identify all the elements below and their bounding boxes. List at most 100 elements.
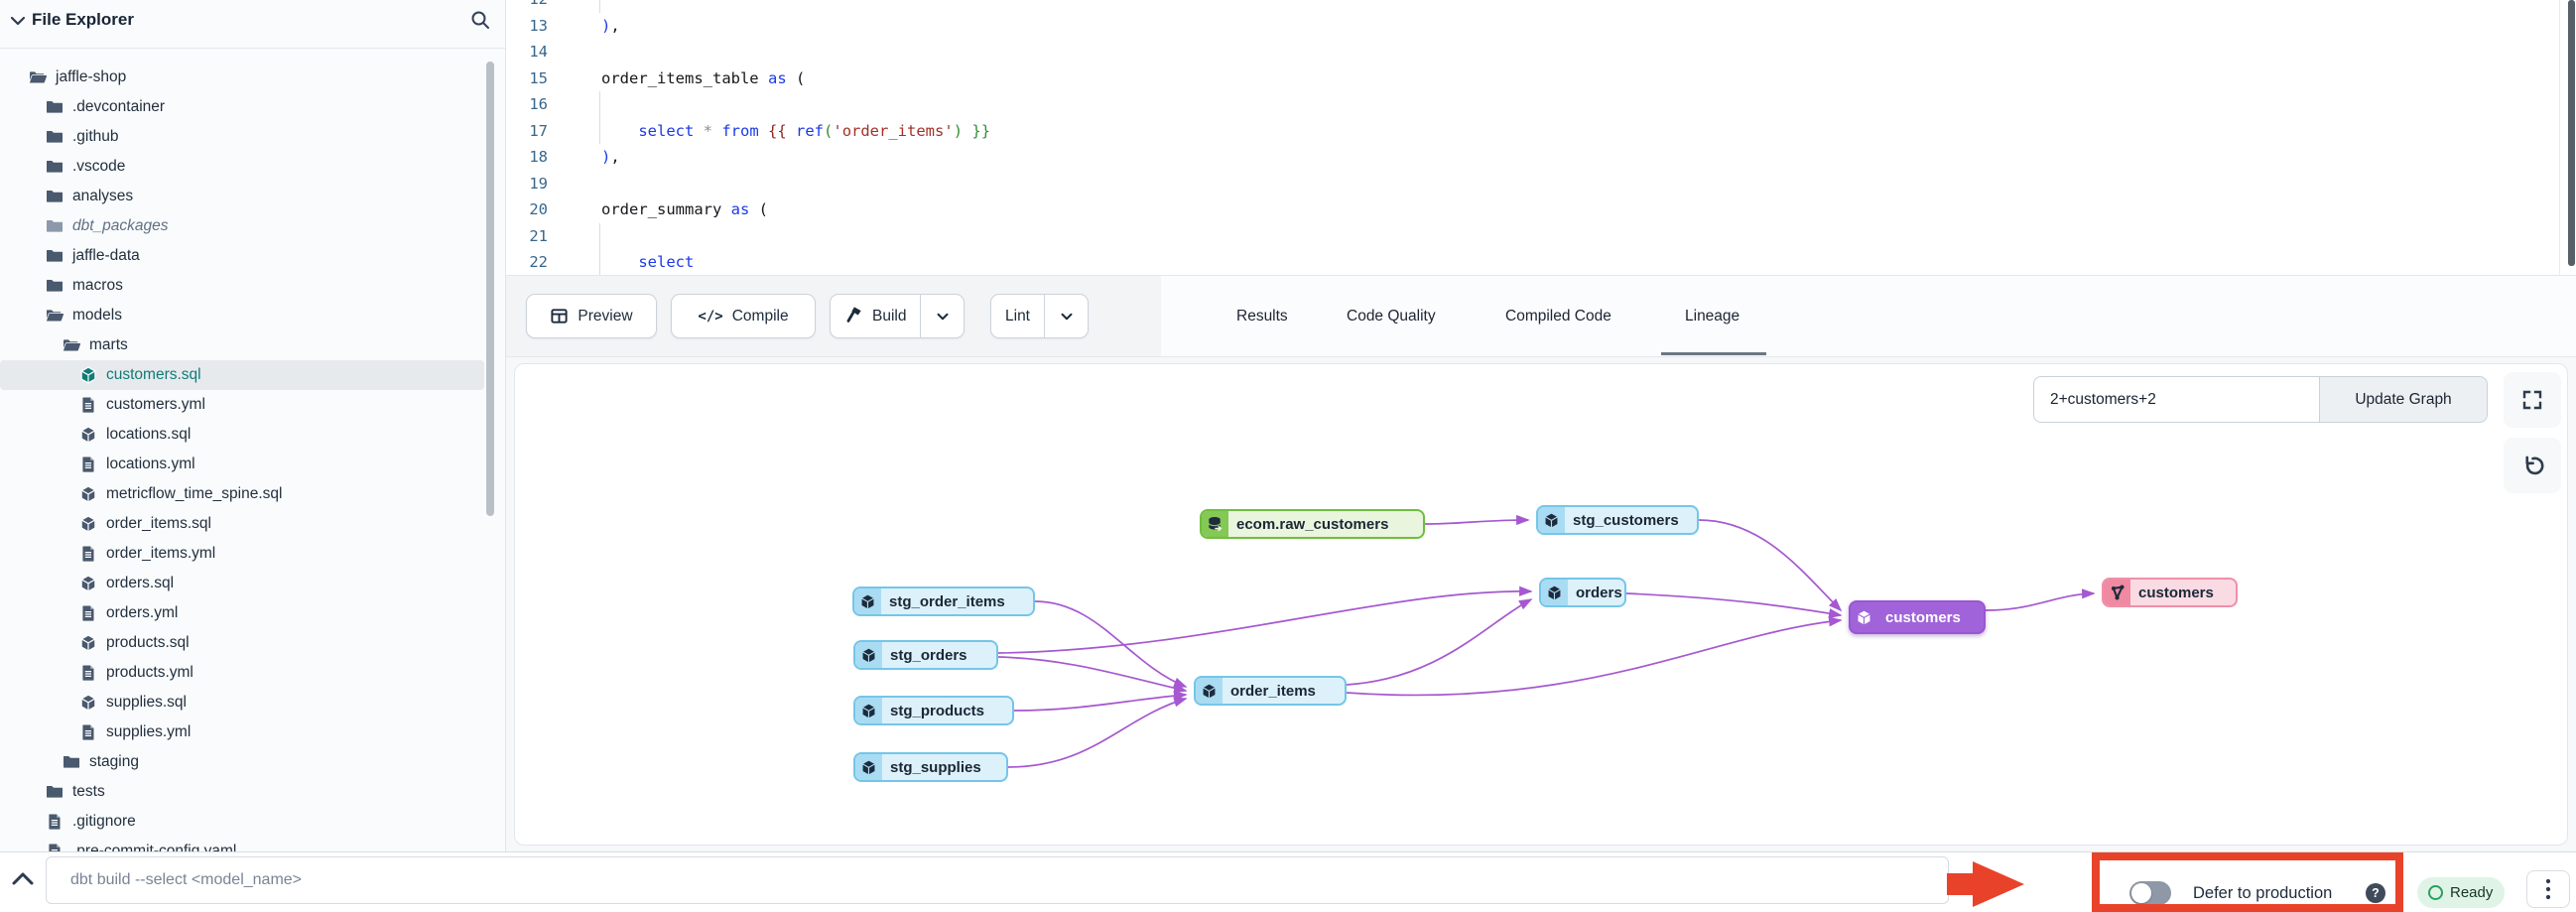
tree-row--devcontainer[interactable]: .devcontainer <box>0 92 484 122</box>
tree-row-label: order_items.yml <box>106 545 216 562</box>
line-number: 17 <box>529 121 548 140</box>
preview-button[interactable]: Preview <box>526 294 657 338</box>
lineage-node-customers[interactable]: customers <box>1849 600 1986 634</box>
tree-row-staging[interactable]: staging <box>0 747 484 777</box>
code-line-17[interactable]: 17 select * from {{ ref('order_items') }… <box>506 117 2576 144</box>
lineage-node-ecom-raw-customers[interactable]: ecom.raw_customers <box>1200 509 1425 539</box>
hammer-icon <box>844 305 863 328</box>
build-split-button: Build <box>830 294 966 338</box>
tree-row-label: customers.sql <box>106 366 201 383</box>
lineage-node-stg-order-items[interactable]: stg_order_items <box>852 586 1035 616</box>
lineage-node-stg-products[interactable]: stg_products <box>853 696 1014 725</box>
lineage-node-stg-supplies[interactable]: stg_supplies <box>853 752 1008 782</box>
lineage-graph-card[interactable]: ecom.raw_customers stg_customers stg_order… <box>514 363 2568 846</box>
tree-row--gitignore[interactable]: .gitignore <box>0 807 484 837</box>
active-tab-underline <box>1661 352 1766 355</box>
tab-lineage[interactable]: Lineage <box>1685 307 1740 325</box>
tree-row-locations-sql[interactable]: locations.sql <box>0 420 484 450</box>
divider <box>0 48 505 49</box>
tree-row-locations-yml[interactable]: locations.yml <box>0 450 484 479</box>
lineage-node-label: order_items <box>1230 682 1316 700</box>
editor-toolbar: Preview </> Compile Build Lint Results Co… <box>506 275 2576 357</box>
tree-row-label: marts <box>89 336 128 353</box>
tab-compiled-code[interactable]: Compiled Code <box>1505 307 1611 325</box>
tree-row-customers-yml[interactable]: customers.yml <box>0 390 484 420</box>
tree-row-analyses[interactable]: analyses <box>0 182 484 211</box>
tree-row-tests[interactable]: tests <box>0 777 484 807</box>
reset-view-button[interactable] <box>2504 438 2561 493</box>
fullscreen-button[interactable] <box>2504 372 2561 428</box>
exposure-icon <box>2104 580 2130 605</box>
tree-row-label: locations.sql <box>106 426 192 443</box>
tree-row-jaffle-shop[interactable]: jaffle-shop <box>0 63 484 92</box>
help-icon[interactable]: ? <box>2366 883 2385 903</box>
tree-row-supplies-yml[interactable]: supplies.yml <box>0 717 484 747</box>
editor-scrollbar-thumb[interactable] <box>2568 0 2575 266</box>
update-graph-button[interactable]: Update Graph <box>2319 376 2488 423</box>
tree-row-order-items-yml[interactable]: order_items.yml <box>0 539 484 569</box>
chevron-down-icon[interactable] <box>8 11 28 31</box>
code-line-21[interactable]: 21 <box>506 222 2576 249</box>
tree-row-products-sql[interactable]: products.sql <box>0 628 484 658</box>
code-line-14[interactable]: 14 <box>506 39 2576 65</box>
lint-button[interactable]: Lint <box>991 295 1044 337</box>
tree-row-orders-sql[interactable]: orders.sql <box>0 569 484 598</box>
build-button-label: Build <box>872 307 907 325</box>
lineage-node-customers-exposure[interactable]: customers <box>2102 578 2238 607</box>
lint-button-label: Lint <box>1005 307 1030 325</box>
tree-row-dbt-packages[interactable]: dbt_packages <box>0 211 484 241</box>
overflow-menu-button[interactable] <box>2526 870 2570 908</box>
editor-scrollbar-track <box>2559 0 2560 275</box>
code-line-16[interactable]: 16 <box>506 91 2576 118</box>
lint-dropdown-button[interactable] <box>1044 295 1088 337</box>
folder-icon <box>45 97 64 117</box>
tree-row-jaffle-data[interactable]: jaffle-data <box>0 241 484 271</box>
lineage-node-orders[interactable]: orders <box>1539 578 1626 607</box>
file-icon <box>78 603 98 623</box>
tree-row-orders-yml[interactable]: orders.yml <box>0 598 484 628</box>
search-icon[interactable] <box>468 8 492 32</box>
code-line-18[interactable]: 18), <box>506 144 2576 171</box>
file-tree-scrollbar[interactable] <box>486 62 494 516</box>
tree-row-macros[interactable]: macros <box>0 271 484 301</box>
code-line-22[interactable]: 22 select <box>506 249 2576 275</box>
tree-row--vscode[interactable]: .vscode <box>0 152 484 182</box>
command-input[interactable] <box>46 856 1949 904</box>
code-line-13[interactable]: 13), <box>506 13 2576 40</box>
code-line-12[interactable]: 12 <box>506 0 2576 13</box>
tree-row-order-items-sql[interactable]: order_items.sql <box>0 509 484 539</box>
lineage-node-order-items[interactable]: order_items <box>1194 676 1347 706</box>
undo-rotate-icon <box>2524 456 2543 474</box>
tab-results[interactable]: Results <box>1236 307 1288 325</box>
lineage-node-stg-customers[interactable]: stg_customers <box>1536 505 1699 535</box>
defer-to-production-label: Defer to production <box>2193 884 2333 902</box>
compile-button[interactable]: </> Compile <box>671 294 816 338</box>
file-icon <box>78 722 98 742</box>
tree-row-customers-sql[interactable]: customers.sql <box>0 360 484 390</box>
graph-selector-input[interactable] <box>2033 376 2319 423</box>
tree-row-label: .vscode <box>72 158 126 175</box>
lint-split-button: Lint <box>990 294 1089 338</box>
tab-code-quality[interactable]: Code Quality <box>1347 307 1436 325</box>
defer-to-production-toggle[interactable] <box>2129 881 2171 905</box>
build-dropdown-button[interactable] <box>920 295 964 337</box>
code-line-19[interactable]: 19 <box>506 171 2576 197</box>
chevron-down-icon <box>937 313 949 320</box>
tree-row-label: locations.yml <box>106 456 195 472</box>
file-icon <box>45 812 64 832</box>
tree-row--github[interactable]: .github <box>0 122 484 152</box>
tree-row-models[interactable]: models <box>0 301 484 330</box>
build-button[interactable]: Build <box>831 295 920 337</box>
tree-row-metricflow-time-spine-sql[interactable]: metricflow_time_spine.sql <box>0 479 484 509</box>
code-line-15[interactable]: 15 order_items_table as ( <box>506 65 2576 92</box>
tree-row-products-yml[interactable]: products.yml <box>0 658 484 688</box>
file-tree: jaffle-shop .devcontainer .github .vscode an… <box>0 63 484 866</box>
code-line-20[interactable]: 20 order_summary as ( <box>506 196 2576 223</box>
chevron-up-icon[interactable] <box>8 866 38 892</box>
tree-row-marts[interactable]: marts <box>0 330 484 360</box>
lineage-node-stg-orders[interactable]: stg_orders <box>853 640 998 670</box>
tree-row-supplies-sql[interactable]: supplies.sql <box>0 688 484 717</box>
lineage-node-label: stg_orders <box>890 646 967 664</box>
folder-open-icon <box>62 335 81 355</box>
